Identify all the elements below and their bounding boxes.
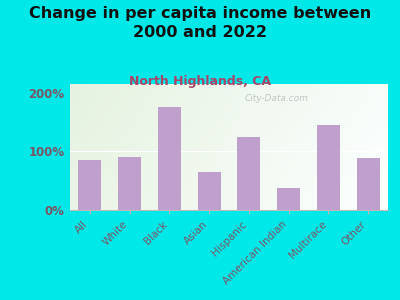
Bar — [198, 172, 221, 210]
Text: City-Data.com: City-Data.com — [245, 94, 309, 103]
Bar — [78, 160, 102, 210]
Bar — [118, 157, 141, 210]
Bar — [277, 188, 300, 210]
Bar — [237, 137, 260, 210]
Bar — [356, 158, 380, 210]
Text: Change in per capita income between
2000 and 2022: Change in per capita income between 2000… — [29, 6, 371, 40]
Bar — [158, 107, 181, 210]
Text: North Highlands, CA: North Highlands, CA — [129, 75, 271, 88]
Bar — [317, 125, 340, 210]
